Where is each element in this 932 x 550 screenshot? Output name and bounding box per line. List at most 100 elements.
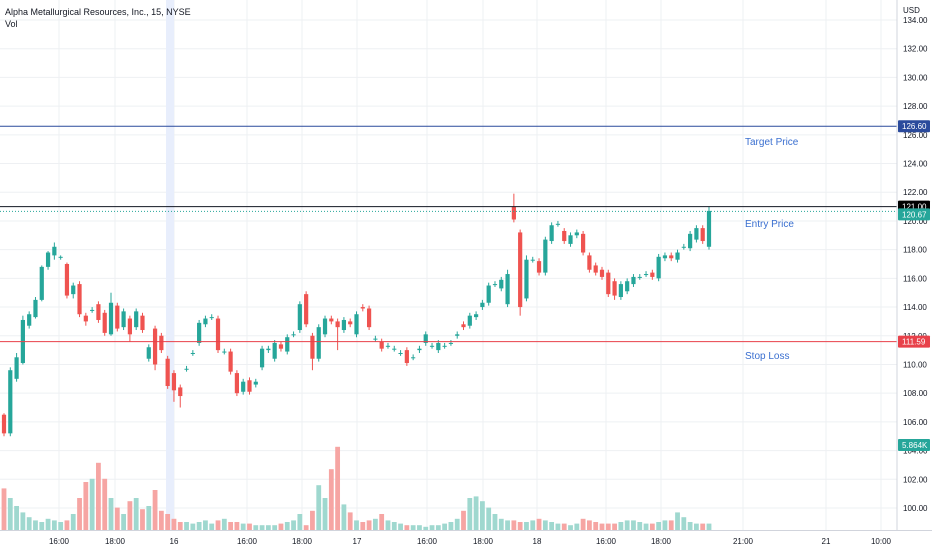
volume-bar — [316, 485, 322, 530]
volume-bar — [51, 520, 57, 530]
candle-body — [222, 351, 227, 353]
candle-body — [134, 311, 139, 328]
volume-bar — [385, 520, 391, 530]
candle-body — [524, 259, 529, 299]
candle-body — [146, 347, 151, 359]
volume-bar — [203, 520, 208, 530]
volume-bar — [152, 490, 158, 530]
volume-bar — [549, 522, 555, 530]
volume-bar — [498, 518, 504, 530]
volume-bar — [448, 522, 454, 530]
candle-body — [316, 327, 321, 359]
time-scale[interactable]: 16:00 18:00 16 16:00 18:00 17 16:00 18:00 18 16:0… — [49, 537, 892, 546]
volume-bar — [39, 522, 45, 530]
volume-bar — [524, 522, 529, 530]
candle-body — [322, 318, 328, 335]
volume-bar — [435, 525, 441, 530]
volume-bar — [347, 512, 353, 530]
candle-body — [612, 281, 617, 296]
candle-body — [499, 279, 504, 289]
candle-body — [8, 370, 13, 434]
x-tick-label: 17 — [353, 537, 362, 546]
volume-bar — [1, 488, 7, 530]
volume-bar — [599, 523, 605, 530]
candle-body — [272, 342, 277, 359]
x-tick-label: 16:00 — [417, 537, 438, 546]
volume-bar — [612, 523, 617, 530]
volume-bar — [26, 517, 32, 530]
volume-bar — [668, 520, 674, 530]
y-tick-label: 130.00 — [903, 73, 928, 82]
volume-bar — [247, 523, 252, 530]
volume-bar — [473, 496, 479, 530]
price-levels[interactable]: Target Price Entry Price Stop Loss — [0, 125, 897, 362]
candle-body — [215, 318, 221, 351]
price-scale[interactable]: 134.00 132.00 130.00 128.00 126.00 124.00 122.… — [903, 16, 928, 513]
session-highlight — [166, 0, 174, 530]
volume-bars — [1, 446, 712, 530]
candle-body — [285, 337, 290, 352]
last-volume-badge-text: 5.864K — [902, 441, 928, 450]
volume-bar — [555, 523, 561, 530]
candles — [1, 193, 712, 437]
volume-bar — [83, 482, 89, 530]
volume-bar — [354, 520, 359, 530]
volume-bar — [259, 525, 265, 530]
candle-body — [45, 252, 51, 267]
volume-bar — [114, 507, 120, 530]
symbol-title[interactable]: Alpha Metallurgical Resources, Inc., 15,… — [5, 7, 191, 17]
x-tick-label: 21 — [822, 537, 831, 546]
candle-body — [310, 335, 315, 359]
candle-body — [694, 228, 699, 240]
y-tick-label: 110.00 — [903, 360, 927, 369]
volume-bar — [184, 522, 189, 530]
candle-body — [536, 261, 542, 273]
candle-body — [71, 285, 76, 295]
candle-body — [203, 318, 208, 325]
candle-body — [121, 311, 126, 328]
candle-body — [511, 206, 516, 220]
volume-indicator-label[interactable]: Vol — [5, 19, 18, 29]
volume-bar — [542, 520, 548, 530]
x-tick-label: 16 — [170, 537, 179, 546]
candle-body — [656, 256, 661, 279]
volume-bar — [442, 523, 448, 530]
volume-bar — [404, 525, 410, 530]
candle-body — [39, 266, 44, 300]
candle-body — [341, 319, 347, 331]
candle-body — [127, 318, 132, 335]
candle-body — [518, 232, 523, 308]
candle-body — [209, 317, 214, 319]
volume-bar — [221, 518, 227, 530]
currency-label: USD — [903, 6, 920, 15]
volume-bar — [568, 525, 573, 530]
volume-bar — [102, 478, 108, 530]
volume-bar — [133, 498, 139, 530]
volume-bar — [587, 520, 592, 530]
candle-body — [681, 246, 686, 248]
candle-body — [335, 321, 340, 328]
y-tick-label: 100.00 — [903, 504, 928, 513]
volume-bar — [662, 520, 668, 530]
volume-bar — [423, 526, 429, 530]
candle-body — [574, 232, 579, 236]
y-tick-label: 124.00 — [903, 160, 928, 169]
candle-body — [159, 335, 164, 351]
x-tick-label: 21:00 — [733, 537, 754, 546]
volume-bar — [127, 501, 133, 530]
candle-body — [467, 315, 472, 326]
candle-body — [278, 344, 284, 349]
volume-bar — [303, 525, 309, 530]
volume-bar — [234, 522, 240, 530]
chart-legend: Alpha Metallurgical Resources, Inc., 15,… — [5, 6, 191, 30]
volume-bar — [656, 522, 662, 530]
volume-bar — [366, 520, 372, 530]
volume-bar — [89, 478, 95, 530]
volume-bar — [517, 522, 523, 530]
volume-bar — [410, 525, 416, 530]
volume-bar — [631, 520, 636, 530]
volume-bar — [20, 512, 26, 530]
candle-body — [700, 228, 705, 242]
